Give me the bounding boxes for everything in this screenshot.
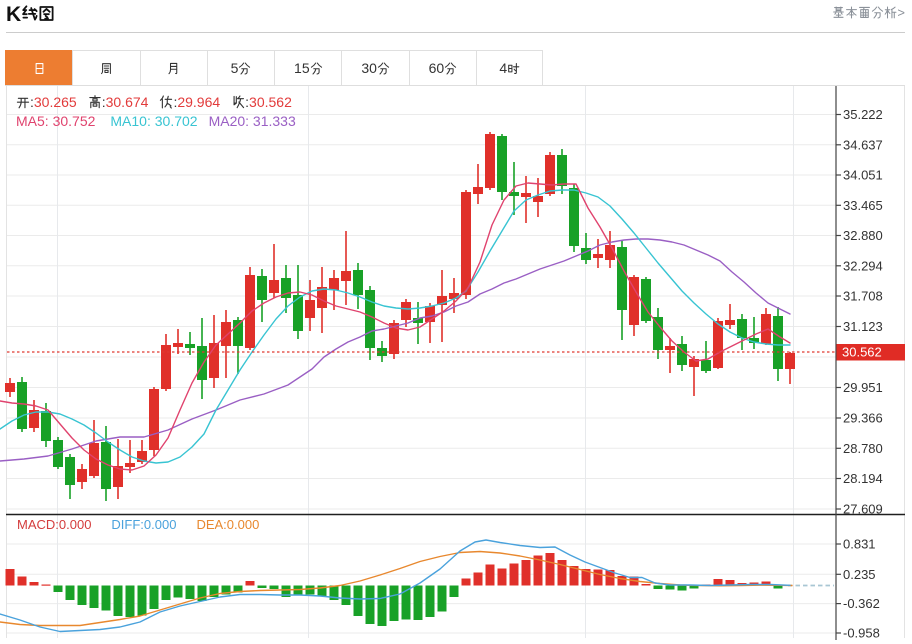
svg-text:29.951: 29.951 — [843, 380, 883, 395]
svg-text:0.235: 0.235 — [843, 567, 876, 582]
svg-text:29.366: 29.366 — [843, 411, 883, 426]
svg-text:28.194: 28.194 — [843, 471, 883, 486]
svg-text:34.051: 34.051 — [843, 168, 883, 183]
svg-text:-0.362: -0.362 — [843, 596, 880, 611]
svg-text:32.294: 32.294 — [843, 258, 883, 273]
svg-text:30.562: 30.562 — [842, 345, 882, 360]
svg-text:0.831: 0.831 — [843, 537, 876, 552]
svg-text:31.123: 31.123 — [843, 319, 883, 334]
svg-text:34.637: 34.637 — [843, 137, 883, 152]
svg-text:33.465: 33.465 — [843, 198, 883, 213]
svg-text:-0.958: -0.958 — [843, 626, 880, 641]
svg-text:35.222: 35.222 — [843, 107, 883, 122]
svg-text:28.780: 28.780 — [843, 441, 883, 456]
svg-text:27.609: 27.609 — [843, 502, 883, 517]
svg-text:31.708: 31.708 — [843, 289, 883, 304]
svg-text:32.880: 32.880 — [843, 228, 883, 243]
